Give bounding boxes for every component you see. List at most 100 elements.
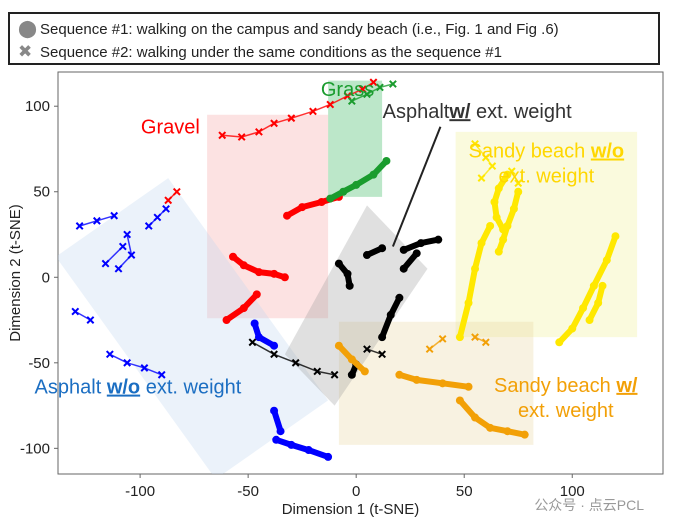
seq1-point-asphalt-w-ext-weight-2-2 [434, 235, 443, 244]
seq2-point-gravel-0-0 [218, 131, 227, 140]
seq1-point-sandy-beach-w-o-ext-weight-4-2 [598, 281, 607, 290]
region-label-1: Gravel [141, 117, 200, 139]
seq1-point-asphalt-w-ext-weight-1-0 [362, 251, 371, 260]
seq1-point-sandy-beach-w-o-ext-weight-3-2 [579, 304, 588, 313]
seq1-point-sandy-beach-w-ext-weight-0-3 [464, 382, 473, 391]
region-label-text: Sandy beach [494, 375, 616, 397]
seq1-point-asphalt-w-ext-weight-0-1 [343, 269, 352, 278]
seq1-point-sandy-beach-w-o-ext-weight-3-4 [602, 256, 611, 265]
seq2-point-gravel-0-9 [369, 78, 378, 87]
seq1-point-asphalt-w-ext-weight-3-0 [399, 264, 408, 273]
seq1-point-grass-0-2 [352, 180, 361, 189]
region-asphalt-w [284, 205, 428, 406]
seq2-point-asphalt-w-ext-weight-0-3 [313, 367, 322, 376]
seq2-point-asphalt-w-o-ext-weight-2-1 [86, 316, 95, 324]
seq1-point-sandy-beach-w-o-ext-weight-1-2 [503, 221, 512, 230]
region-label-emphasis: w/o [590, 141, 624, 163]
seq1-point-sandy-beach-w-o-ext-weight-2-0 [486, 221, 495, 230]
plot-frame [57, 71, 664, 475]
region-label-5: Sandy beach w/ [494, 375, 638, 397]
region-label-3-line2: ext. weight [499, 166, 595, 188]
seq2-point-asphalt-w-o-ext-weight-1-2 [140, 364, 149, 372]
seq1-point-sandy-beach-w-ext-weight-2-2 [360, 367, 369, 376]
seq1-point-sandy-beach-w-o-ext-weight-4-0 [585, 316, 594, 325]
seq1-point-asphalt-w-ext-weight-0-2 [345, 281, 354, 290]
region-asphalt-wo [58, 178, 329, 474]
region-label-rest: ext. weight [471, 101, 573, 123]
seq1-point-asphalt-w-o-ext-weight-1-1 [287, 440, 296, 449]
watermark: 公众号 · 点云PCL [534, 497, 644, 513]
region-label-0: Grass [321, 79, 374, 101]
seq2-point-grass-0-0 [347, 97, 356, 105]
region-label-text: Grass [321, 79, 374, 101]
y-tick-label: 0 [42, 269, 50, 286]
seq2-point-sandy-beach-w-ext-weight-0-0 [425, 345, 434, 354]
region-label-text: Sandy beach [468, 141, 590, 163]
region-grass [328, 80, 383, 197]
seq2-strand-gravel-0 [222, 81, 374, 138]
seq1-point-sandy-beach-w-o-ext-weight-1-0 [514, 187, 523, 196]
seq1-point-sandy-beach-w-o-ext-weight-4-1 [594, 298, 603, 307]
region-label-rest: ext. weight [140, 377, 242, 399]
seq2-point-sandy-beach-w-o-ext-weight-0-0 [471, 139, 479, 148]
seq1-point-asphalt-w-ext-weight-2-1 [417, 239, 425, 248]
seq1-point-sandy-beach-w-o-ext-weight-2-1 [477, 239, 486, 248]
seq1-point-sandy-beach-w-o-ext-weight-0-3 [492, 213, 501, 222]
region-label-4: Asphalt w/o ext. weight [35, 377, 242, 399]
seq1-point-sandy-beach-w-o-ext-weight-3-5 [611, 232, 620, 241]
seq1-point-gravel-0-3 [270, 269, 279, 278]
seq1-point-gravel-2-0 [222, 316, 231, 325]
seq1-point-asphalt-w-ext-weight-1-1 [378, 244, 387, 253]
seq2-point-asphalt-w-o-ext-weight-0-1 [92, 216, 101, 225]
seq2-point-sandy-beach-w-ext-weight-1-0 [471, 333, 479, 342]
seq2-point-asphalt-w-o-ext-weight-1-0 [105, 350, 114, 359]
seq2-point-asphalt-w-o-ext-weight-3-2 [114, 264, 123, 273]
seq1-point-sandy-beach-w-ext-weight-1-3 [503, 427, 512, 436]
seq1-point-asphalt-w-o-ext-weight-0-2 [270, 341, 279, 350]
seq2-point-sandy-beach-w-ext-weight-1-1 [481, 338, 490, 347]
seq1-point-sandy-beach-w-o-ext-weight-1-4 [494, 247, 503, 256]
seq1-point-asphalt-w-o-ext-weight-0-1 [254, 333, 263, 342]
seq2-point-sandy-beach-w-o-ext-weight-0-1 [481, 153, 490, 162]
y-tick-label: -50 [28, 355, 50, 372]
seq1-point-sandy-beach-w-ext-weight-1-2 [486, 423, 495, 432]
seq2-point-asphalt-w-ext-weight-0-0 [248, 338, 257, 347]
seq2-point-gravel-0-5 [309, 107, 317, 116]
seq2-point-asphalt-w-o-ext-weight-5-0 [118, 242, 127, 251]
region-label-text: Gravel [141, 117, 200, 139]
seq1-point-gravel-0-1 [239, 261, 248, 270]
seq1-point-grass-0-0 [326, 194, 335, 203]
seq2-point-asphalt-w-ext-weight-0-2 [291, 358, 300, 367]
region-label-emphasis: w/ [615, 375, 638, 397]
legend-item-sequence-2: ✖ Sequence #2: walking under the same co… [18, 41, 502, 63]
region-label-emphasis: w/ [448, 101, 471, 123]
x-tick-label: -50 [237, 483, 259, 500]
seq2-point-asphalt-w-o-ext-weight-4-2 [162, 204, 170, 213]
seq2-strand-sandy-beach-w-o-ext-weight-0 [474, 143, 494, 179]
seq2-point-asphalt-w-o-ext-weight-3-0 [123, 230, 132, 239]
seq1-point-asphalt-w-ext-weight-2-0 [399, 245, 408, 254]
seq2-point-sandy-beach-w-o-ext-weight-1-0 [507, 167, 516, 176]
seq1-point-sandy-beach-w-o-ext-weight-3-3 [589, 281, 598, 290]
seq1-point-sandy-beach-w-ext-weight-1-0 [455, 396, 464, 405]
seq2-point-asphalt-w-o-ext-weight-1-3 [157, 370, 166, 379]
region-label-text: Asphalt [35, 377, 107, 399]
seq1-point-sandy-beach-w-o-ext-weight-3-1 [568, 324, 577, 333]
seq1-point-sandy-beach-w-o-ext-weight-0-1 [494, 184, 503, 193]
seq2-point-asphalt-w-o-ext-weight-5-1 [101, 259, 110, 268]
legend: ⬤ Sequence #1: walking on the campus and… [8, 12, 660, 65]
seq2-point-gravel-0-3 [270, 119, 278, 128]
x-axis-label: Dimension 1 (t-SNE) [282, 501, 420, 518]
seq2-strand-grass-0 [351, 83, 394, 102]
legend-label-sequence-1: Sequence #1: walking on the campus and s… [40, 20, 559, 38]
seq2-point-sandy-beach-w-o-ext-weight-1-1 [514, 179, 523, 188]
region-label-emphasis: w/o [106, 377, 140, 399]
seq1-point-sandy-beach-w-o-ext-weight-2-4 [455, 333, 464, 342]
seq1-point-sandy-beach-w-o-ext-weight-1-1 [509, 204, 518, 213]
data-layer [71, 78, 620, 461]
seq1-point-asphalt-w-ext-weight-4-2 [395, 293, 404, 302]
seq1-point-sandy-beach-w-o-ext-weight-1-3 [499, 235, 508, 244]
seq1-point-sandy-beach-w-o-ext-weight-3-0 [555, 338, 564, 347]
seq1-point-asphalt-w-ext-weight-0-0 [334, 259, 343, 268]
seq1-point-asphalt-w-ext-weight-4-1 [386, 310, 395, 319]
